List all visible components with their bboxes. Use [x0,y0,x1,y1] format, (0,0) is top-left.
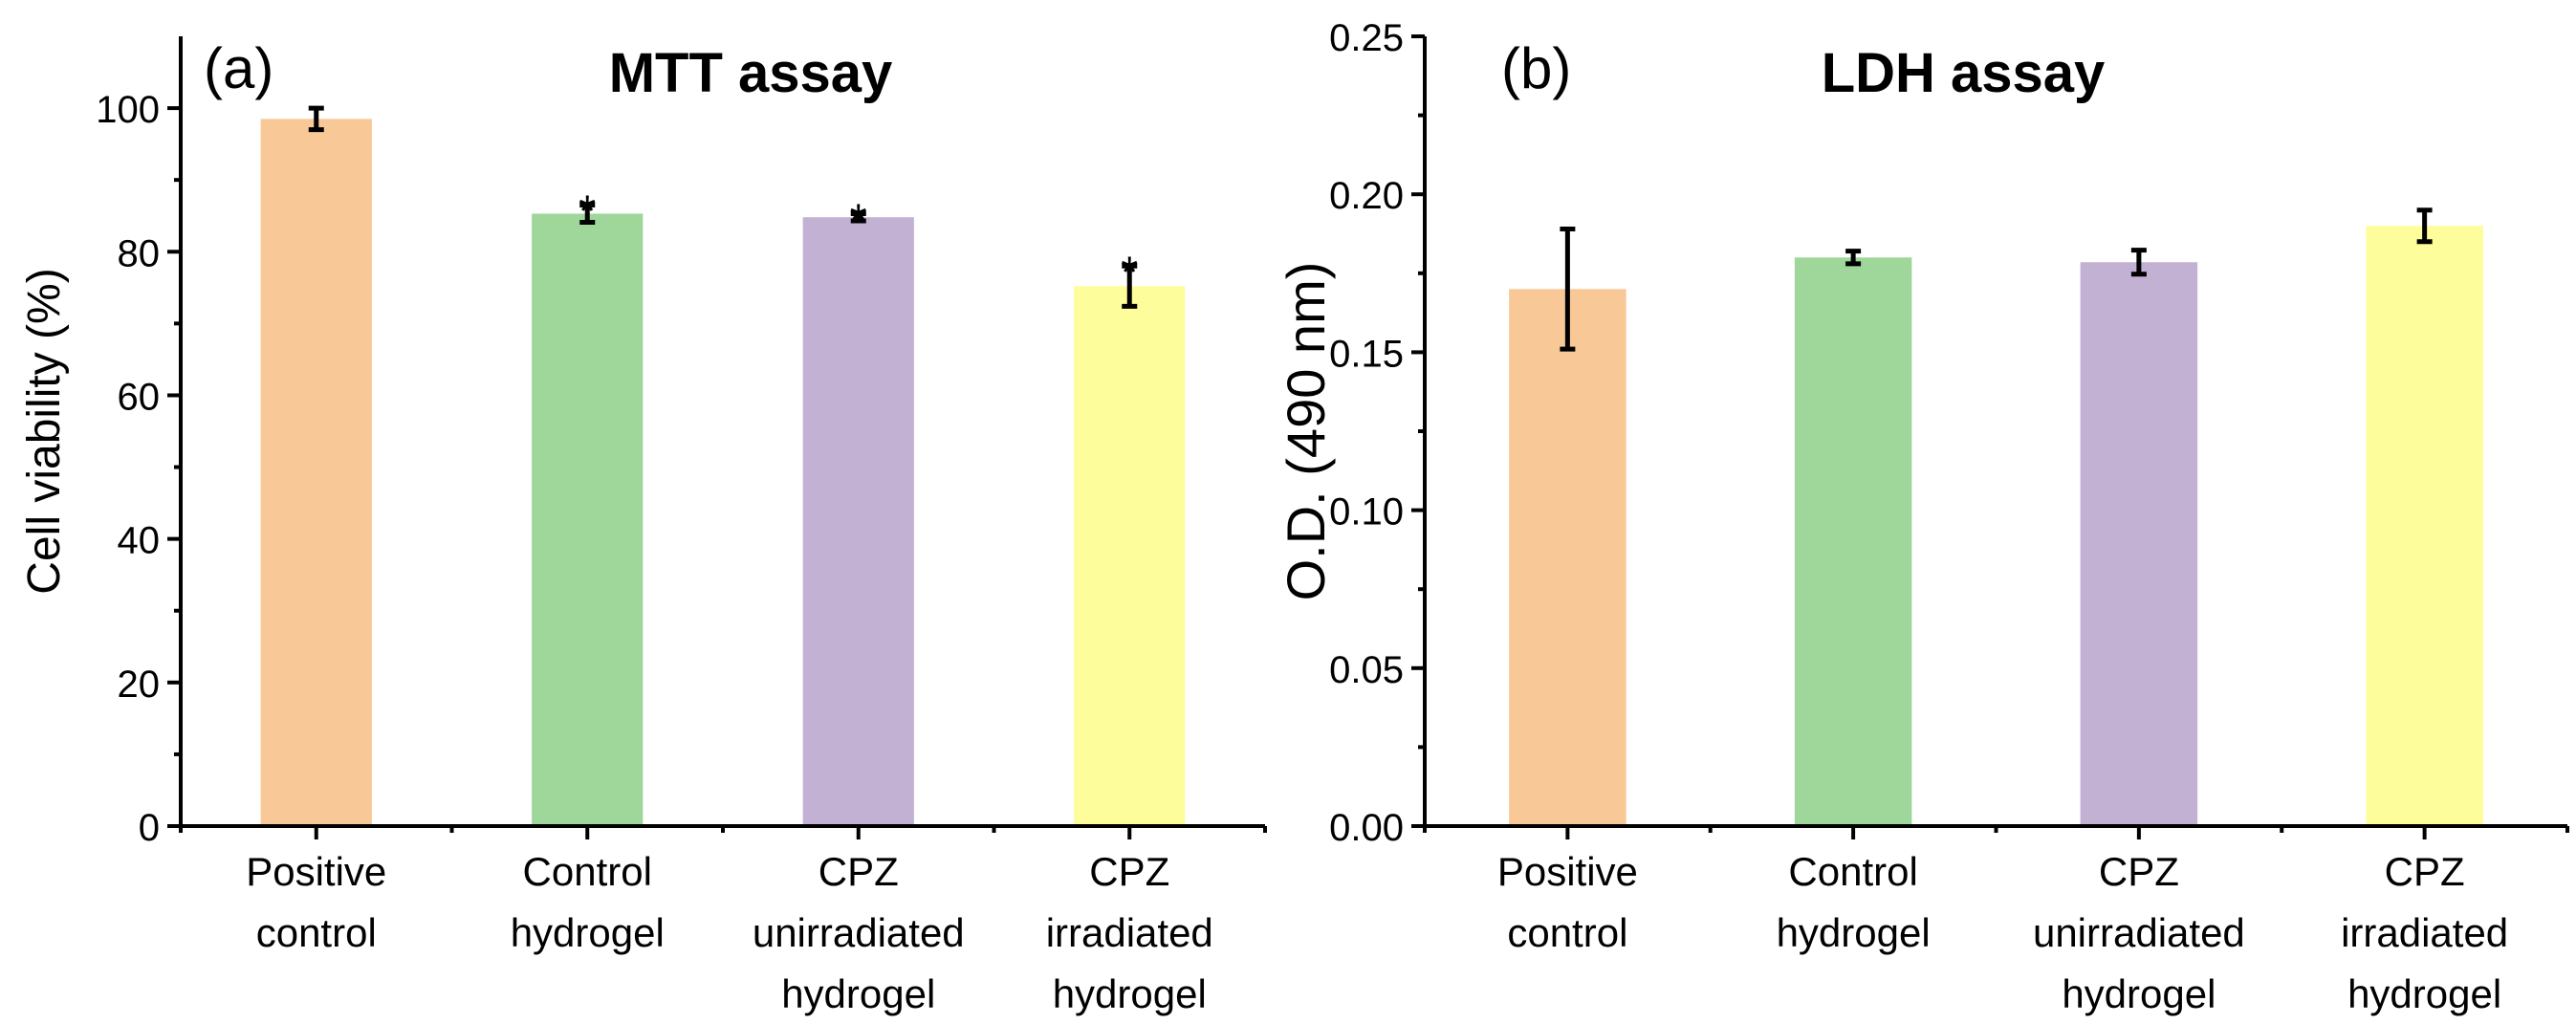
y-tick-label-0: 0 [139,807,160,849]
x-tick-label-3: irradiated [1046,910,1213,955]
x-tick-label-3: CPZ [2385,849,2465,894]
mtt-chart: Positive control * Control hydrogel * CPZ unirr… [19,36,1267,1016]
y-tick-label-3: 0.15 [1329,333,1404,375]
x-tick-label-3: hydrogel [2347,971,2501,1016]
y-tick-label-5: 100 [96,89,160,131]
bar-0 [1509,289,1626,826]
x-tick-label-3: irradiated [2341,910,2508,955]
y-tick-label-3: 60 [118,376,161,418]
y-tick-label-5: 0.25 [1329,17,1404,59]
x-tick-label-0: control [1507,910,1627,955]
x-tick-label-2: unirradiated [2033,910,2245,955]
y-tick-label-4: 80 [118,232,161,274]
ldh-chart: Positive control Control hydrogel CPZ unirrad… [1276,17,2569,1016]
x-tick-label-0: Positive [1497,849,1638,894]
x-tick-label-2: hydrogel [781,971,935,1016]
y-tick-label-1: 0.05 [1329,649,1404,691]
y-tick-label-2: 40 [118,520,161,562]
x-tick-label-2: hydrogel [2062,971,2216,1016]
y-axis-title: O.D. (490 nm) [1276,262,1336,601]
panel-label: (a) [204,36,273,100]
x-tick-label-3: CPZ [1089,849,1169,894]
x-tick-label-2: unirradiated [753,910,965,955]
y-tick-label-2: 0.10 [1329,491,1404,534]
y-tick-label-1: 20 [118,664,161,706]
bar-1 [532,213,644,826]
significance-marker-2: * [850,194,867,244]
bar-2 [802,217,914,826]
significance-marker-1: * [579,185,596,235]
x-tick-label-3: hydrogel [1053,971,1207,1016]
y-tick-label-4: 0.20 [1329,175,1404,217]
bar-1 [1794,257,1912,826]
chart-title: MTT assay [609,42,893,104]
panel-label: (b) [1501,36,1571,100]
bar-3 [2366,226,2483,827]
chart-title: LDH assay [1822,42,2106,104]
bar-0 [260,119,372,826]
x-tick-label-2: CPZ [819,849,899,894]
x-tick-label-1: Control [1788,849,1917,894]
y-tick-label-0: 0.00 [1329,807,1404,849]
x-tick-label-1: Control [523,849,652,894]
bar-2 [2080,262,2198,827]
x-tick-label-1: hydrogel [1777,910,1931,955]
x-tick-label-0: Positive [246,849,386,894]
y-axis-title: Cell viability (%) [19,268,70,594]
significance-marker-3: * [1121,247,1138,296]
x-tick-label-0: control [256,910,377,955]
x-tick-label-1: hydrogel [511,910,665,955]
x-tick-label-2: CPZ [2099,849,2179,894]
bar-3 [1074,286,1186,826]
